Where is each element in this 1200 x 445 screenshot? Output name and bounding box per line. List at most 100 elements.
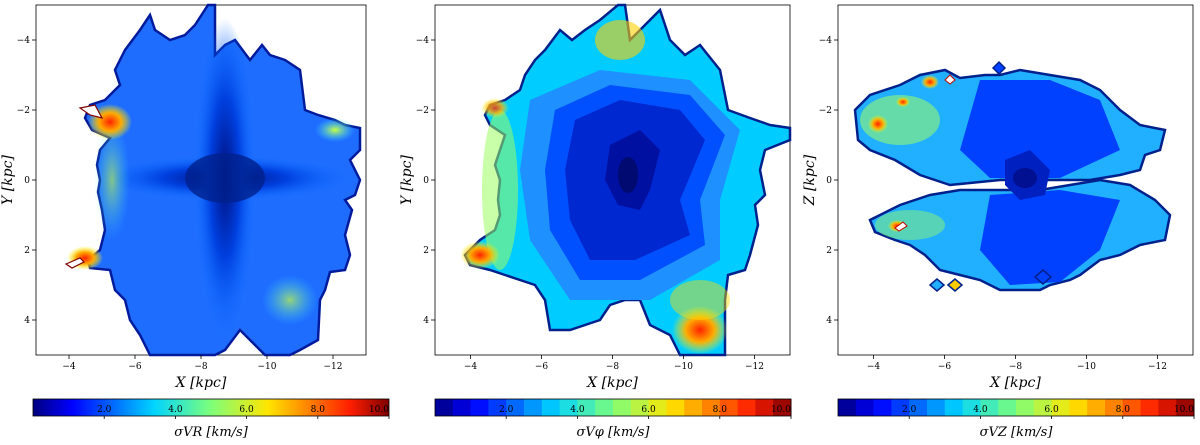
panel-2-edge-bottom: [670, 280, 730, 320]
panel-2-ytick-label: 0: [423, 176, 429, 186]
panel-1-ytick-label: 4: [24, 316, 30, 326]
colorbar-3-segment: [1033, 399, 1053, 416]
colorbar-3-tick-label: 10.0: [1174, 405, 1194, 415]
panel-3-ytick-label: 4: [826, 316, 832, 326]
panel-3-hotspot-2: [921, 75, 939, 89]
panel-3-island-bottom-3: [946, 278, 964, 292]
panel-3-blue-lower: [980, 190, 1120, 285]
colorbar-3-segment: [944, 399, 964, 416]
colorbar-2-tick-label: 10.0: [771, 405, 791, 415]
colorbar-3-segment: [838, 399, 857, 416]
panel-3: [837, 4, 1194, 356]
colorbar-2-segment: [577, 399, 596, 416]
panel-2-edge-left: [482, 110, 518, 270]
panel-1-xtick-label: −6: [128, 362, 142, 372]
panel-3-ytick-label: −4: [819, 36, 833, 46]
colorbar-2-segment: [452, 399, 472, 416]
colorbar-3-segment: [1016, 399, 1035, 416]
panel-3-hotspot-3: [896, 97, 910, 107]
axes-layer: −4 −6 −8 −10 −12 −4 −2 0 2 4 X [kpc] Y [kpc] 2.0 4.0 6…: [0, 36, 1195, 440]
panel-1-xtick-label: −4: [62, 362, 76, 372]
panel-3-ytick-label: 2: [826, 246, 832, 256]
colorbar-2-segment: [595, 399, 614, 416]
colorbar-2-segment: [506, 399, 525, 416]
colorbar-2-segment: [613, 399, 632, 416]
panel-1-ylabel: Y [kpc]: [0, 155, 16, 205]
panel-1-xlabel: X [kpc]: [175, 375, 227, 391]
colorbar-2-segment: [470, 399, 489, 416]
panel-3-hotspot-1: [868, 115, 888, 133]
panel-2-xtick-label: −6: [535, 362, 549, 372]
colorbar-3-segment: [891, 399, 910, 416]
panel-3-ytick-label: −2: [819, 106, 832, 116]
colorbar-3-segment: [1069, 399, 1088, 416]
colorbar-1-tick-label: 2.0: [97, 405, 112, 415]
colorbar-2-segment: [559, 399, 578, 416]
panel-1-white-spot-upper: [78, 104, 104, 119]
panel-3-edge-green-lower: [875, 210, 945, 240]
panel-1-edge-cyan-bottom: [262, 275, 318, 325]
colorbar-2-segment: [773, 399, 792, 416]
panel-1-xtick-label: −8: [194, 362, 208, 372]
colorbar-3-segment: [1140, 399, 1159, 416]
colorbar-3-segment: [1087, 399, 1106, 416]
colorbar-2-tick-label: 8.0: [713, 405, 728, 415]
panel-3-core-dark: [1013, 168, 1037, 188]
panel-2-xtick-label: −8: [606, 362, 620, 372]
panel-2-edge-top: [595, 20, 645, 60]
panel-3-xtick-label: −6: [938, 362, 952, 372]
colorbar-3-tick-label: 8.0: [1116, 405, 1131, 415]
colorbar-3-segment: [873, 399, 892, 416]
colorbar-3-frame: [837, 398, 1195, 417]
colorbar-2-segment: [755, 399, 774, 416]
colorbar-3-segment: [927, 399, 946, 416]
panel-3-ytick-label: 0: [826, 176, 832, 186]
panel-2-xtick-label: −12: [745, 362, 764, 372]
colorbar-2-bar: [435, 399, 792, 416]
panel-2-xtick-label: −10: [674, 362, 693, 372]
colorbar-2-frame: [434, 398, 792, 417]
panel-3-xlabel: X [kpc]: [989, 375, 1041, 391]
panel-3-white-spot-2: [944, 74, 956, 85]
colorbar-2-segment: [630, 399, 650, 416]
panel-1-xtick-label: −12: [324, 362, 343, 372]
colorbar-3-segment: [855, 399, 875, 416]
colorbar-2-tick-label: 4.0: [570, 405, 585, 415]
panel-1-ytick-label: 0: [24, 176, 30, 186]
colorbar-2-segment: [737, 399, 756, 416]
colorbar-2-segment: [666, 399, 685, 416]
colorbar-3-segment: [980, 399, 999, 416]
panel-2-xtick-label: −4: [464, 362, 478, 372]
panel-3-blue-upper: [960, 80, 1120, 178]
panel-2-ylabel: Y [kpc]: [399, 155, 415, 205]
colorbar-3-segment: [998, 399, 1017, 416]
colorbar-2-segment: [524, 399, 543, 416]
panel-2-hotspot-upper-left: [481, 98, 509, 118]
colorbar-3-segment: [1176, 399, 1195, 416]
colorbar-3-tick-label: 6.0: [1044, 405, 1059, 415]
colorbar-2-segment: [541, 399, 561, 416]
panel-3-island-bottom-1: [1033, 269, 1053, 285]
colorbar-2-segment: [702, 399, 721, 416]
panel-1-core: [185, 153, 265, 203]
colorbar-2-segment: [684, 399, 703, 416]
colorbar-3-segment: [1105, 399, 1124, 416]
panel-3-xtick-label: −12: [1148, 362, 1167, 372]
panel-2-hotspot-bottom: [672, 306, 728, 354]
panel-2-hotspot-left: [460, 241, 500, 269]
colorbar-3-segment: [962, 399, 981, 416]
panel-1-edge-cyan-right: [315, 118, 355, 142]
panel-2-ytick-label: 4: [423, 316, 429, 326]
panel-2-xlabel: X [kpc]: [586, 375, 638, 391]
colorbar-2-segment: [435, 399, 454, 416]
panel-3-island-bottom-2: [928, 278, 946, 292]
panel-2-ytick-label: −4: [416, 36, 430, 46]
panel-1-xtick-label: −10: [258, 362, 277, 372]
panel-3-xtick-label: −8: [1009, 362, 1023, 372]
panel-1-edge-cyan-left: [94, 120, 130, 240]
colorbar-3-segment: [1051, 399, 1070, 416]
colorbar-2-tick-label: 6.0: [641, 405, 656, 415]
panel-3-island-top: [991, 60, 1007, 76]
colorbar-3-tick-label: 4.0: [973, 405, 988, 415]
